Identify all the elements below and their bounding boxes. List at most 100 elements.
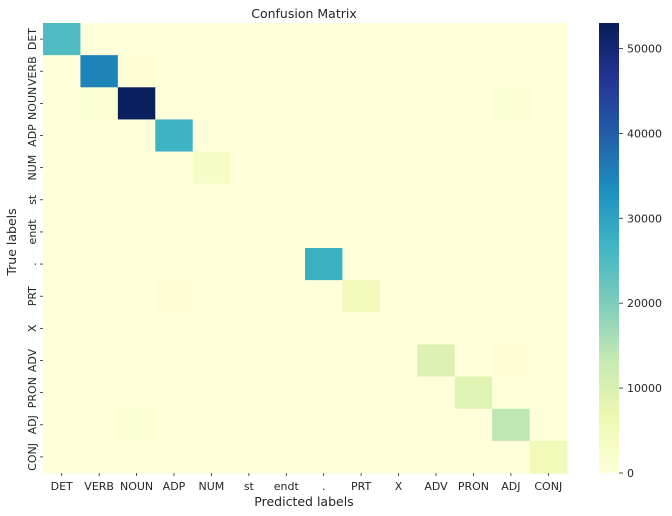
heatmap-cell-.-endt	[267, 248, 306, 281]
y-tick-label: .	[26, 262, 39, 266]
heatmap-cell-PRON-ADV	[417, 376, 456, 410]
heatmap-cell-CONJ-NUM	[192, 440, 231, 474]
heatmap-cell-X-X	[379, 312, 418, 346]
heatmap-cell-NUM-DET	[43, 151, 82, 185]
heatmap-cell-NOUN-ADP	[155, 87, 194, 121]
y-tick-label: CONJ	[26, 443, 39, 471]
chart-title: Confusion Matrix	[251, 6, 357, 21]
heatmap-cell-ADJ-DET	[43, 408, 82, 442]
heatmap-cell-PRON-X	[379, 376, 418, 410]
heatmap-cell-VERB-st	[230, 55, 269, 88]
heatmap-cell-.-ADP	[155, 248, 194, 281]
heatmap-cell-NOUN-st	[230, 87, 269, 121]
x-tick-label: endt	[274, 480, 300, 493]
heatmap-cell-.-ADJ	[492, 248, 531, 281]
heatmap-cell-.-VERB	[80, 248, 119, 281]
heatmap-cell-NOUN-.	[305, 87, 344, 121]
heatmap-cell-PRON-PRON	[454, 376, 493, 410]
heatmap-cell-NUM-st	[230, 151, 269, 185]
y-tick-label: ADV	[26, 348, 39, 372]
heatmap-cell-PRT-NUM	[192, 280, 231, 313]
x-tick-label: ADJ	[501, 480, 520, 493]
heatmap-cell-ADV-PRON	[454, 344, 493, 378]
heatmap-cell-CONJ-ADV	[417, 440, 456, 474]
heatmap-cell-ADP-VERB	[80, 119, 119, 153]
heatmap-cell-VERB-CONJ	[529, 55, 568, 88]
heatmap-cell-CONJ-X	[379, 440, 418, 474]
heatmap-cell-NOUN-NUM	[192, 87, 231, 121]
x-tick-label: VERB	[84, 480, 114, 493]
heatmap-cell-endt-NUM	[192, 215, 231, 249]
heatmap-cell-VERB-ADJ	[492, 55, 531, 88]
heatmap-cell-NOUN-NOUN	[117, 87, 156, 121]
heatmap-cell-PRT-ADP	[155, 280, 194, 313]
heatmap-cell-ADJ-endt	[267, 408, 306, 442]
heatmap-cell-VERB-VERB	[80, 55, 119, 88]
heatmap-cell-DET-CONJ	[529, 23, 568, 56]
heatmap-cell-PRON-ADJ	[492, 376, 531, 410]
heatmap-cell-ADV-.	[305, 344, 344, 378]
y-tick-label: DET	[26, 28, 39, 50]
heatmap-cell-VERB-NOUN	[117, 55, 156, 88]
y-tick-label: ADP	[26, 124, 39, 147]
heatmap-cell-ADP-.	[305, 119, 344, 153]
heatmap-cell-.-X	[379, 248, 418, 281]
heatmap-cell-endt-VERB	[80, 215, 119, 249]
heatmap-cell-ADP-ADP	[155, 119, 194, 153]
heatmap-cell-NUM-PRON	[454, 151, 493, 185]
colorbar-tick-label: 40000	[627, 127, 662, 140]
heatmap-cell-ADV-NOUN	[117, 344, 156, 378]
heatmap-cell-X-VERB	[80, 312, 119, 346]
heatmap-cell-X-ADP	[155, 312, 194, 346]
colorbar-ticks: 0 10000 20000 30000 40000 50000	[619, 42, 662, 480]
heatmap-cell-PRT-endt	[267, 280, 306, 313]
colorbar-tick-label: 30000	[627, 212, 662, 225]
heatmap-cell-VERB-X	[379, 55, 418, 88]
colorbar-tick-label: 0	[627, 467, 634, 480]
heatmap-cell-ADP-NUM	[192, 119, 231, 153]
heatmap-cell-NOUN-ADV	[417, 87, 456, 121]
heatmap-cell-PRT-ADJ	[492, 280, 531, 313]
x-tick-label: CONJ	[534, 480, 562, 493]
heatmap-cell-VERB-.	[305, 55, 344, 88]
heatmap-cell-ADP-DET	[43, 119, 82, 153]
heatmap-cell-PRT-PRT	[342, 280, 381, 313]
heatmap-cell-PRON-ADP	[155, 376, 194, 410]
heatmap-cell-DET-endt	[267, 23, 306, 56]
heatmap-cell-.-DET	[43, 248, 82, 281]
heatmap-cell-NOUN-endt	[267, 87, 306, 121]
heatmap-cell-ADV-ADV	[417, 344, 456, 378]
heatmap-cells	[43, 23, 568, 474]
heatmap-cell-PRON-.	[305, 376, 344, 410]
heatmap-cell-PRT-PRON	[454, 280, 493, 313]
heatmap-cell-X-ADJ	[492, 312, 531, 346]
heatmap-cell-st-PRT	[342, 183, 381, 217]
x-tick-label: DET	[51, 480, 73, 493]
heatmap-cell-endt-X	[379, 215, 418, 249]
heatmap-cell-VERB-PRT	[342, 55, 381, 88]
heatmap-cell-endt-DET	[43, 215, 82, 249]
heatmap-cell-NUM-ADV	[417, 151, 456, 185]
y-tick-label: PRON	[26, 377, 39, 408]
heatmap-cell-ADV-PRT	[342, 344, 381, 378]
heatmap-cell-st-VERB	[80, 183, 119, 217]
heatmap-cell-PRT-.	[305, 280, 344, 313]
heatmap-cell-ADV-ADJ	[492, 344, 531, 378]
heatmap-cell-X-st	[230, 312, 269, 346]
heatmap-cell-st-X	[379, 183, 418, 217]
heatmap-cell-st-endt	[267, 183, 306, 217]
heatmap-cell-PRON-NOUN	[117, 376, 156, 410]
heatmap-cell-NUM-X	[379, 151, 418, 185]
heatmap-cell-X-CONJ	[529, 312, 568, 346]
x-tick-label: X	[395, 480, 403, 493]
colorbar-tick-label: 50000	[627, 42, 662, 55]
heatmap-cell-ADJ-X	[379, 408, 418, 442]
heatmap-cell-ADP-X	[379, 119, 418, 153]
heatmap-cell-PRT-st	[230, 280, 269, 313]
heatmap-cell-ADJ-ADJ	[492, 408, 531, 442]
heatmap-cell-NUM-PRT	[342, 151, 381, 185]
heatmap-cell-X-NOUN	[117, 312, 156, 346]
heatmap-cell-ADV-VERB	[80, 344, 119, 378]
heatmap-cell-endt-endt	[267, 215, 306, 249]
heatmap-cell-NOUN-PRT	[342, 87, 381, 121]
